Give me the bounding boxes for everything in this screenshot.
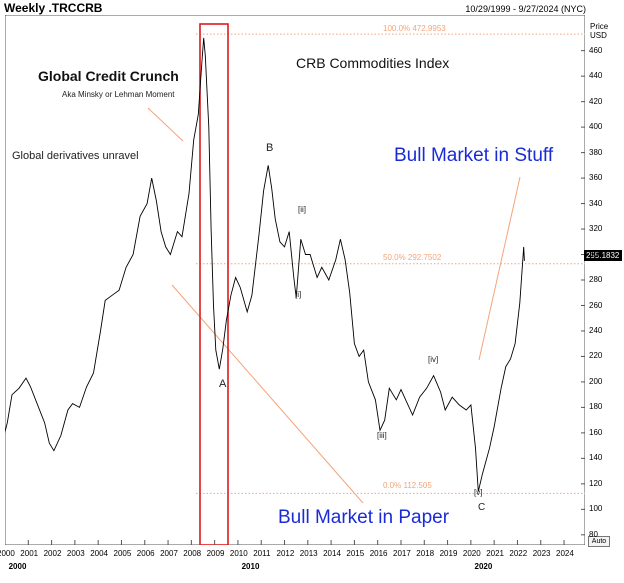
crisis-highlight-box: [199, 23, 229, 545]
fib-label-50: 50.0% 292.7502: [383, 253, 442, 262]
x-tick-label: 2010: [229, 549, 248, 558]
chart-header: Weekly .TRCCRB 10/29/1999 - 9/27/2024 (N…: [0, 0, 624, 16]
derivatives-annotation: Global derivatives unravel: [12, 150, 139, 162]
credit-crunch-pointer: [147, 107, 184, 142]
currency-label-text: USD: [590, 31, 607, 40]
x-tick-label: 2015: [346, 549, 365, 558]
y-tick-label: 100: [589, 504, 603, 514]
index-name-annotation: CRB Commodities Index: [296, 55, 450, 71]
y-tick-label: 460: [589, 45, 603, 55]
x-tick-label: 2003: [66, 549, 85, 558]
fib-lines: [196, 33, 585, 494]
x-tick-label: 2016: [369, 549, 388, 558]
y-tick-label: 300: [589, 249, 603, 259]
y-tick-label: 80: [589, 529, 598, 539]
x-tick-label: 2008: [183, 549, 202, 558]
x-tick-label: 2018: [416, 549, 435, 558]
bull-paper-annotation: Bull Market in Paper: [278, 507, 450, 528]
x-tick-label: 2023: [532, 549, 551, 558]
y-tick-label: 320: [589, 224, 603, 233]
x-tick-label: 2002: [43, 549, 62, 558]
x-axis-ticks: [5, 540, 565, 545]
y-tick-label: 260: [589, 300, 603, 310]
x-tick-label: 2007: [160, 549, 178, 558]
x-tick-label: 2012: [276, 549, 295, 558]
y-tick-label: 440: [589, 71, 603, 81]
x-major-label: 2000: [8, 562, 27, 571]
y-tick-label: 120: [589, 478, 603, 488]
x-tick-label: 2009: [206, 549, 225, 558]
x-tick-label: 2000: [0, 549, 15, 558]
x-tick-label: 2013: [299, 549, 318, 558]
x-major-label: 2010: [241, 562, 260, 571]
trendlines: [147, 107, 521, 504]
fib-label-100: 100.0% 472.9953: [383, 24, 446, 33]
bull-stuff-annotation: Bull Market in Stuff: [394, 145, 554, 166]
x-tick-label: 2019: [439, 549, 458, 558]
y-tick-label: 420: [589, 96, 603, 106]
wave-label-a: A: [219, 378, 227, 390]
date-range-label: 10/29/1999 - 9/27/2024 (NYC): [465, 4, 586, 14]
wave-label-c: C: [478, 502, 486, 513]
x-tick-label: 2004: [90, 549, 108, 558]
y-tick-label: 140: [589, 453, 603, 463]
plot-area: [5, 15, 585, 545]
x-tick-label: 2024: [556, 549, 574, 558]
y-axis-ticks: [581, 50, 585, 536]
x-tick-label: 2014: [323, 549, 341, 558]
x-tick-label: 2006: [136, 549, 155, 558]
bull-stuff-trendline: [478, 176, 521, 361]
y-tick-label: 240: [589, 326, 603, 335]
y-tick-label: 280: [589, 275, 603, 284]
credit-crunch-annotation: Global Credit Crunch: [38, 68, 179, 84]
y-tick-label: 200: [589, 376, 603, 386]
x-tick-label: 2021: [486, 549, 504, 558]
fib-label-0: 0.0% 112.505: [383, 481, 432, 490]
y-tick-label: 340: [589, 198, 603, 208]
x-tick-label: 2022: [509, 549, 528, 558]
minsky-moment-annotation: Aka Minsky or Lehman Moment: [62, 90, 175, 99]
wave-label-i: [i]: [295, 290, 302, 299]
x-tick-label: 2011: [253, 549, 271, 558]
x-tick-label: 2020: [462, 549, 481, 558]
last-price-badge: 295.1832: [584, 250, 622, 261]
y-tick-label: 360: [589, 173, 603, 183]
x-tick-label: 2017: [393, 549, 411, 558]
x-tick-label: 2005: [113, 549, 132, 558]
auto-scale-button[interactable]: Auto: [588, 536, 610, 547]
x-major-label: 2020: [474, 562, 493, 571]
y-tick-label: 180: [589, 402, 603, 412]
x-tick-label: 2001: [20, 549, 39, 558]
wave-label-v: [v]: [474, 488, 483, 497]
crb-series-line: [5, 37, 525, 492]
y-tick-label: 380: [589, 147, 603, 157]
wave-label-iv: [iv]: [428, 355, 439, 364]
bull-paper-trendline: [171, 284, 364, 504]
chart-symbol-title: Weekly .TRCCRB: [4, 1, 103, 15]
wave-label-b: B: [266, 142, 274, 154]
y-tick-label: 220: [589, 351, 603, 361]
y-tick-label: 160: [589, 427, 603, 437]
chart-svg: [5, 15, 585, 545]
price-axis-title: Price USD: [590, 22, 608, 40]
price-label-text: Price: [590, 22, 609, 31]
wave-label-iii: [iii]: [377, 431, 387, 440]
wave-label-ii: [ii]: [298, 205, 306, 214]
y-tick-label: 400: [589, 122, 603, 132]
